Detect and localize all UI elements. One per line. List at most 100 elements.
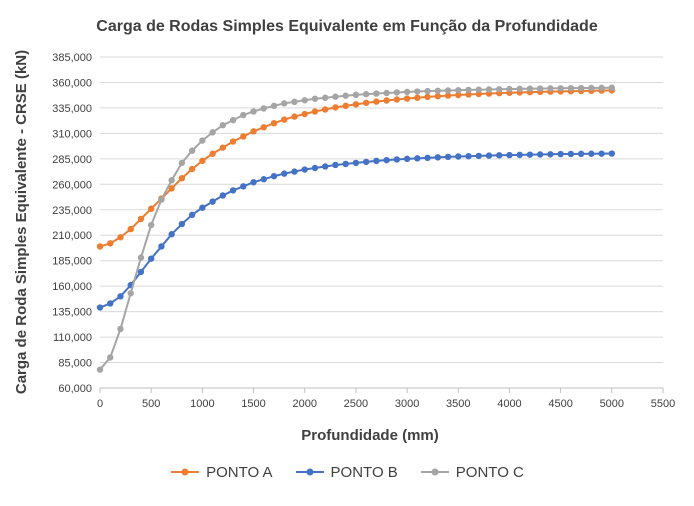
x-tick-label: 4000	[497, 398, 521, 410]
data-point-ponto-b	[414, 155, 421, 162]
y-tick-label: 235,000	[52, 205, 92, 217]
data-point-ponto-b	[608, 150, 616, 157]
series-line-ponto-b	[99, 152, 612, 309]
data-point-ponto-c	[117, 325, 124, 333]
data-point-ponto-b	[393, 156, 401, 163]
data-point-ponto-a	[209, 150, 216, 157]
data-point-ponto-c	[240, 111, 247, 119]
data-point-ponto-b	[526, 151, 534, 158]
x-axis-title: Profundidade (mm)	[301, 427, 439, 444]
data-point-ponto-a	[332, 104, 339, 111]
data-point-ponto-b	[209, 198, 216, 205]
chart-title: Carga de Rodas Simples Equivalente em Fu…	[96, 18, 598, 35]
data-point-ponto-c	[424, 87, 431, 95]
data-point-ponto-c	[373, 90, 380, 97]
data-point-ponto-b	[373, 157, 380, 165]
data-point-ponto-b	[188, 211, 196, 219]
legend-item-ponto-b: PONTO B	[295, 464, 398, 481]
x-tick-label: 1000	[190, 398, 214, 410]
data-point-ponto-b	[96, 304, 104, 311]
data-point-ponto-c	[260, 105, 267, 112]
data-point-ponto-b	[383, 156, 390, 164]
data-point-ponto-b	[403, 155, 411, 163]
data-point-ponto-a	[403, 95, 411, 102]
data-point-ponto-b	[424, 154, 431, 162]
data-point-ponto-b	[260, 176, 267, 183]
data-point-ponto-b	[250, 179, 257, 186]
y-tick-label: 335,000	[52, 103, 92, 115]
data-point-ponto-b	[475, 152, 482, 160]
legend-marker-ponto-b	[295, 468, 324, 476]
data-point-ponto-c	[229, 116, 237, 124]
data-point-ponto-c	[137, 254, 145, 261]
data-point-ponto-b	[506, 151, 513, 159]
data-point-ponto-a	[444, 92, 452, 99]
data-point-ponto-c	[557, 85, 564, 92]
series-ponto-a	[96, 87, 616, 250]
data-point-ponto-b	[117, 293, 124, 300]
data-point-ponto-b	[434, 154, 441, 161]
legend-label-ponto-c: PONTO C	[455, 463, 524, 481]
data-point-ponto-a	[219, 144, 227, 151]
data-point-ponto-a	[117, 234, 124, 241]
data-point-ponto-b	[301, 166, 308, 173]
data-point-ponto-b	[240, 183, 247, 190]
data-point-ponto-c	[608, 84, 616, 91]
data-point-ponto-c	[178, 159, 186, 167]
y-tick-label: 260,000	[52, 179, 92, 191]
data-point-ponto-a	[240, 133, 247, 140]
data-point-ponto-c	[281, 100, 288, 107]
data-point-ponto-c	[96, 366, 104, 373]
data-point-ponto-b	[137, 268, 145, 276]
axes	[99, 387, 664, 393]
data-point-ponto-a	[373, 98, 380, 105]
data-point-ponto-c	[475, 86, 482, 93]
data-point-ponto-c	[301, 97, 308, 104]
data-point-ponto-b	[536, 151, 544, 158]
data-point-ponto-b	[322, 163, 329, 170]
data-point-ponto-b	[362, 158, 370, 166]
data-point-ponto-b	[577, 150, 585, 158]
data-point-ponto-a	[199, 157, 206, 165]
legend-marker-ponto-a	[171, 468, 200, 476]
data-point-ponto-b	[352, 159, 360, 167]
x-tick-label: 3500	[446, 398, 470, 410]
legend-label-ponto-b: PONTO B	[330, 463, 398, 481]
x-tick-label: 3000	[395, 398, 419, 410]
series-ponto-b	[96, 150, 616, 311]
series	[96, 84, 616, 373]
data-point-ponto-b	[158, 243, 165, 250]
y-tick-label: 135,000	[52, 307, 92, 319]
y-axis-title: Carga de Roda Simples Equivalente - CRSE…	[13, 50, 30, 394]
data-point-ponto-a	[414, 94, 421, 101]
data-point-ponto-c	[598, 84, 605, 92]
data-point-ponto-a	[178, 174, 186, 182]
x-tick-label: 2000	[292, 398, 316, 410]
data-point-ponto-c	[147, 221, 155, 229]
data-point-ponto-b	[485, 152, 493, 159]
x-tick-label: 500	[142, 398, 160, 410]
data-point-ponto-c	[291, 98, 298, 106]
data-point-ponto-b	[588, 150, 595, 157]
series-ponto-c	[96, 84, 616, 373]
data-point-ponto-b	[547, 151, 554, 158]
data-point-ponto-a	[137, 215, 145, 223]
y-tick-label: 185,000	[52, 256, 92, 268]
data-point-ponto-b	[219, 192, 227, 199]
data-point-ponto-a	[270, 120, 278, 127]
data-point-ponto-c	[414, 88, 421, 95]
x-tick-label: 0	[97, 398, 103, 410]
data-point-ponto-b	[496, 152, 503, 159]
data-point-ponto-c	[311, 95, 319, 102]
data-point-ponto-b	[465, 152, 472, 160]
data-point-ponto-c	[158, 196, 165, 203]
data-point-ponto-a	[383, 97, 390, 104]
data-point-ponto-c	[485, 86, 493, 93]
data-point-ponto-c	[362, 90, 370, 98]
data-point-ponto-a	[455, 91, 462, 99]
data-point-ponto-c	[127, 290, 134, 297]
data-point-ponto-a	[147, 205, 155, 212]
data-point-ponto-a	[362, 99, 370, 107]
data-point-ponto-b	[332, 161, 339, 169]
data-point-ponto-a	[107, 240, 114, 247]
